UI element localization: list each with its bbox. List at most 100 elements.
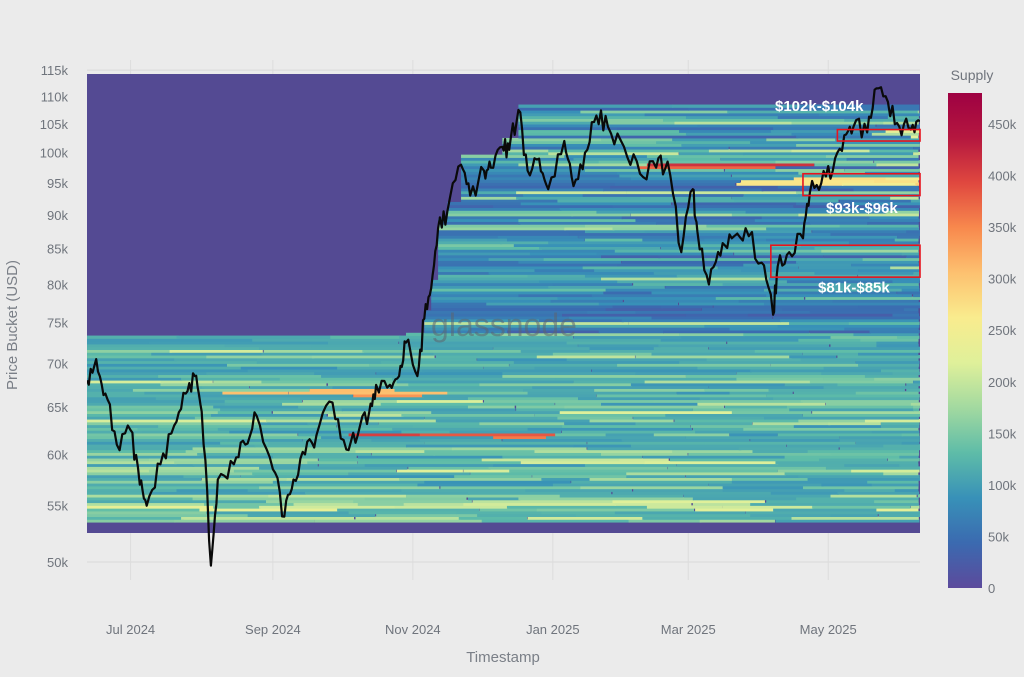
heatmap-cell: [87, 338, 254, 342]
heatmap-cell: [839, 438, 920, 442]
heatmap-cell: [796, 497, 919, 501]
heatmap-cell: [821, 249, 919, 253]
heatmap-cell: [557, 416, 633, 420]
heatmap-cell: [87, 466, 262, 470]
heatmap-cell: [853, 201, 920, 206]
colorbar-tick-label: 250k: [988, 323, 1017, 338]
heatmap-cell: [259, 421, 309, 426]
heatmap-cell: [591, 293, 768, 298]
heatmap-cell: [660, 338, 800, 342]
heatmap-cell: [87, 380, 164, 384]
heatmap-cell: [87, 413, 214, 417]
heatmap-cell: [821, 371, 894, 376]
heatmap-cell: [869, 149, 919, 153]
heatmap-cell: [692, 427, 746, 431]
heatmap-cell: [431, 293, 520, 298]
heatmap-cell: [784, 382, 840, 387]
heatmap-cell: [658, 254, 824, 259]
heatmap-cell: [802, 413, 920, 417]
heatmap-cell: [839, 224, 919, 228]
heatmap-cell: [405, 444, 575, 448]
heatmap-cell: [800, 357, 919, 362]
heatmap-cell: [605, 296, 718, 300]
heatmap-cell: [87, 519, 176, 523]
heatmap-cell: [844, 327, 919, 331]
heatmap-cell: [915, 182, 920, 186]
heatmap-cell: [438, 252, 531, 256]
heatmap-cell: [623, 299, 742, 303]
heatmap-cell: [502, 371, 636, 376]
heatmap-cell: [910, 505, 920, 509]
heatmap-cell: [479, 382, 632, 387]
heatmap-cell: [263, 349, 365, 353]
heatmap-cell: [734, 199, 839, 203]
heatmap-cell: [697, 402, 826, 406]
heatmap-cell: [181, 516, 355, 520]
heatmap-cell: [518, 129, 681, 133]
heatmap-cell: [573, 444, 632, 448]
heatmap-cell: [892, 279, 920, 284]
heatmap-cell: [864, 374, 919, 378]
heatmap-cell: [265, 499, 355, 504]
heatmap-cell: [87, 407, 223, 412]
heatmap-cell: [532, 385, 709, 389]
heatmap-cell: [782, 307, 905, 312]
heatmap-cell: [880, 424, 920, 428]
heatmap-cell: [158, 424, 337, 428]
heatmap-cell: [419, 432, 557, 437]
heatmap-cell: [87, 405, 215, 409]
heatmap-cell: [844, 168, 920, 172]
heatmap-cell: [311, 343, 408, 348]
heatmap-cell: [644, 112, 820, 117]
heatmap-cell: [564, 405, 725, 409]
heatmap-cell: [493, 463, 587, 467]
heatmap-cell: [256, 357, 416, 362]
heatmap-cell: [605, 432, 655, 437]
colorbar-tick-label: 150k: [988, 426, 1017, 441]
heatmap-cell: [435, 355, 539, 359]
heatmap-cell: [621, 438, 750, 442]
heatmap-cell: [874, 160, 920, 164]
heatmap-cell: [617, 171, 800, 175]
heatmap-cell: [676, 274, 858, 278]
heatmap-cell: [438, 257, 491, 261]
heatmap-cell: [536, 355, 635, 359]
heatmap-cell: [259, 505, 395, 509]
heatmap-cell: [704, 324, 778, 328]
heatmap-cell: [357, 455, 504, 459]
heatmap-cell: [871, 132, 919, 136]
heatmap-cell: [201, 477, 288, 481]
heatmap-cell: [793, 204, 920, 209]
heatmap-cell: [913, 151, 920, 156]
heatmap-cell: [706, 357, 802, 362]
heatmap-cell: [527, 516, 644, 520]
heatmap-cell: [890, 196, 919, 200]
heatmap-cell: [812, 229, 908, 234]
heatmap-cell: [527, 391, 677, 395]
heatmap-cell: [793, 176, 887, 181]
heatmap-cell: [614, 510, 746, 515]
heatmap-cell: [355, 449, 425, 453]
heatmap-cell: [745, 210, 888, 214]
heatmap-cell: [770, 491, 839, 495]
heatmap-cell: [456, 510, 544, 515]
heatmap-cell: [392, 427, 529, 431]
heatmap-cell: [763, 302, 920, 306]
heatmap-cell: [805, 296, 920, 300]
heatmap-cell: [447, 210, 598, 214]
heatmap-cell: [502, 374, 686, 378]
heatmap-cell: [348, 471, 470, 476]
heatmap-cell: [493, 435, 548, 440]
heatmap-cell: [197, 452, 371, 456]
heatmap-cell: [461, 193, 524, 197]
heatmap-cell: [917, 494, 920, 498]
heatmap-cell: [438, 227, 566, 231]
y-tick-label: 75k: [47, 316, 68, 331]
heatmap-cell: [679, 249, 823, 253]
heatmap-cell: [793, 424, 882, 428]
heatmap-cell: [768, 388, 905, 392]
heatmap-cell: [798, 213, 919, 217]
heatmap-cell: [87, 343, 226, 348]
heatmap-cell: [87, 416, 197, 420]
